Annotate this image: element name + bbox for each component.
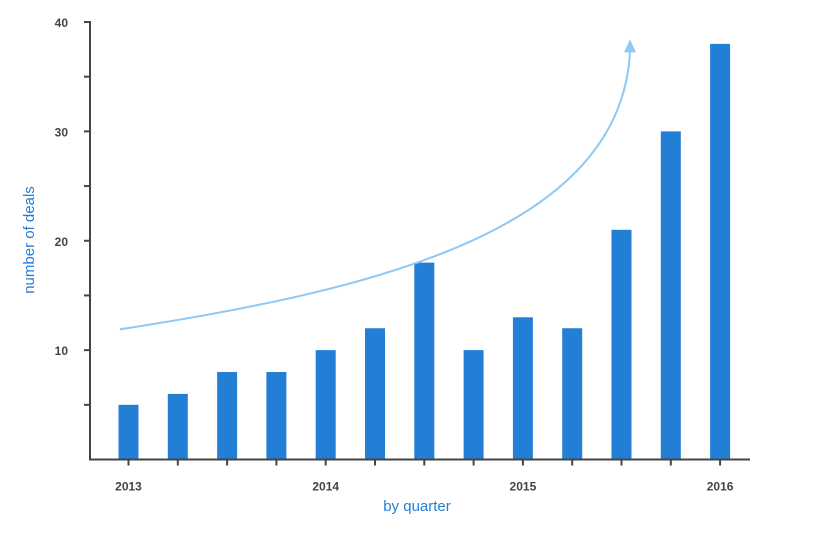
bar-10	[562, 328, 583, 460]
trend-arrowhead-icon	[624, 39, 636, 53]
bar-1	[118, 404, 139, 460]
x-tick-label-2014: 2014	[312, 480, 339, 494]
ticks-group: 10 20 30 40 2013 2014 2015 2016	[55, 16, 734, 494]
bar-13	[710, 43, 731, 460]
y-tick-label-10: 10	[55, 344, 69, 358]
x-tick-label-2015: 2015	[510, 480, 537, 494]
bars-group	[118, 43, 731, 460]
y-tick-label-40: 40	[55, 16, 69, 30]
trend-arrow	[119, 52, 631, 331]
bar-7	[414, 262, 435, 460]
y-tick-label-20: 20	[55, 235, 69, 249]
bar-8	[463, 350, 484, 460]
bar-11	[611, 229, 632, 460]
bar-2	[167, 393, 188, 460]
bar-12	[660, 131, 681, 460]
x-tick-label-2016: 2016	[707, 480, 734, 494]
bar-4	[266, 372, 287, 460]
bar-5	[315, 350, 336, 460]
x-tick-label-2013: 2013	[115, 480, 142, 494]
bar-6	[365, 328, 385, 460]
bar-9	[512, 317, 533, 460]
bar-3	[217, 372, 238, 460]
y-tick-label-30: 30	[55, 125, 69, 139]
x-axis-title: by quarter	[383, 498, 451, 515]
y-axis-title: number of deals	[21, 186, 38, 294]
